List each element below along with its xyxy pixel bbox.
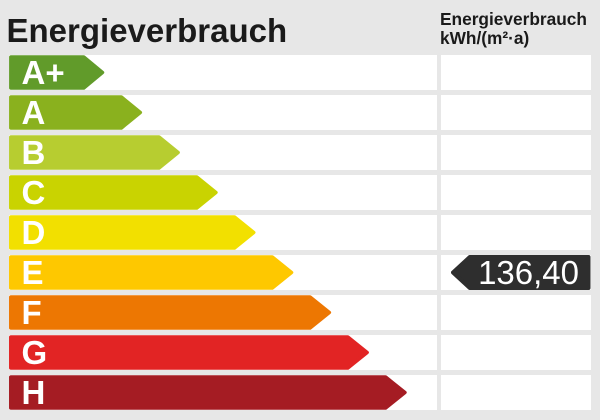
svg-text:136,40: 136,40 [478, 255, 579, 290]
